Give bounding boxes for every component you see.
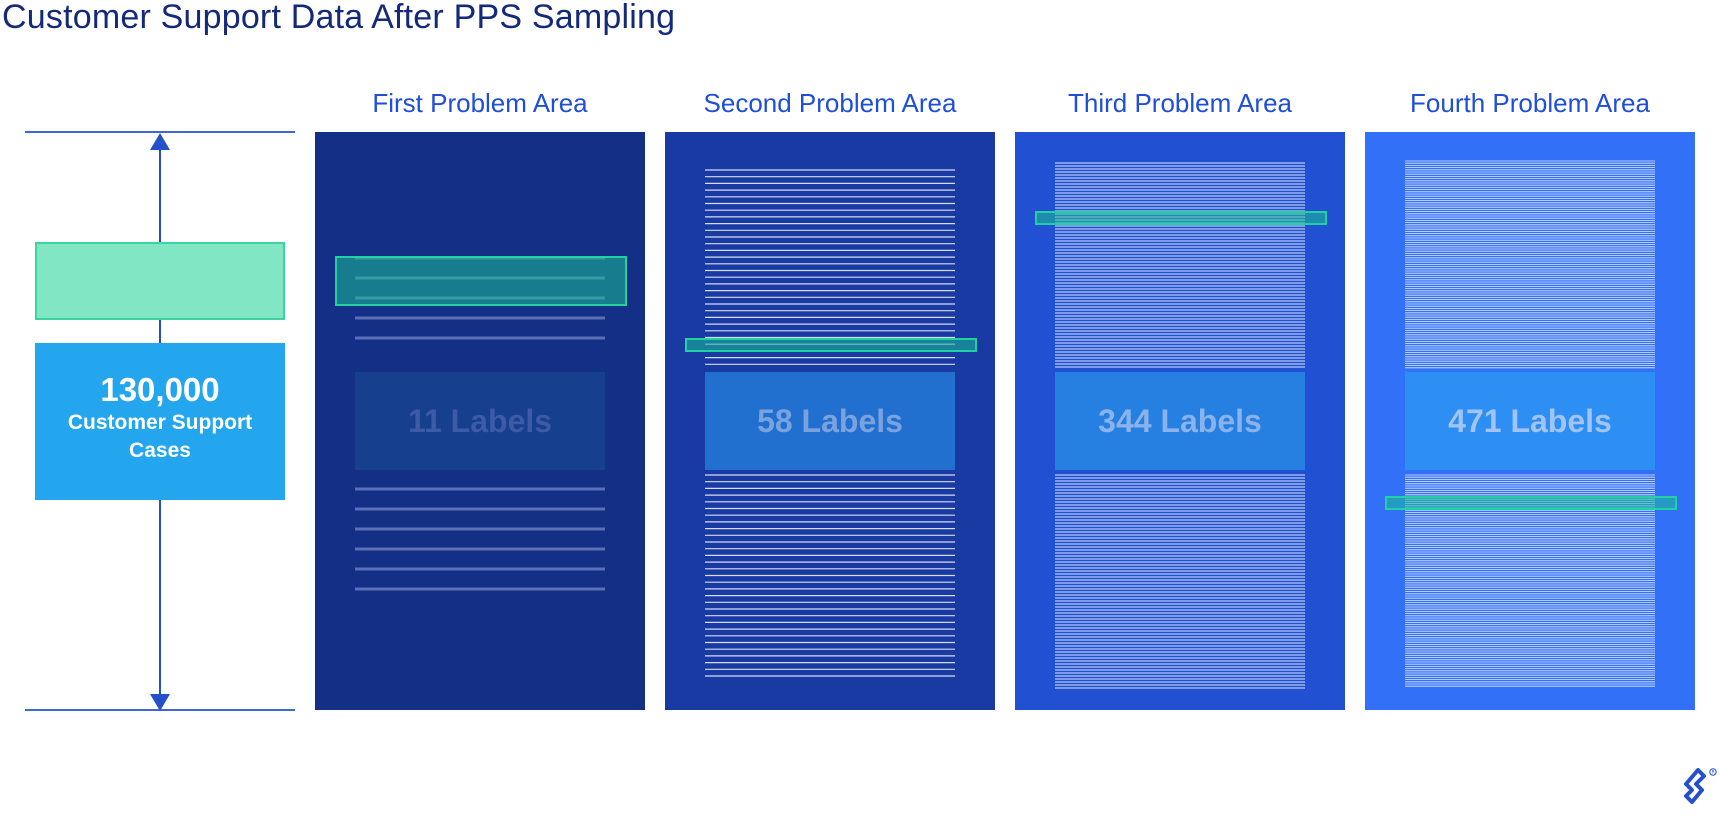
case-lines-second <box>705 169 955 677</box>
sample-highlight-third <box>1035 211 1327 225</box>
label-count-second: 58 Labels <box>757 402 903 439</box>
area-heading-fourth: Fourth Problem Area <box>1410 88 1650 118</box>
label-count-box-fourth: 471 Labels <box>1405 372 1655 470</box>
arrow-up-icon <box>150 133 170 150</box>
case-lines-fourth <box>1405 160 1655 687</box>
sample-highlight-first <box>335 256 627 306</box>
sample-box <box>35 242 285 320</box>
population-count: 130,000 <box>100 371 220 408</box>
toptal-logo-icon: R <box>1684 768 1717 804</box>
label-count-box-third: 344 Labels <box>1055 372 1305 470</box>
area-heading-second: Second Problem Area <box>703 88 957 118</box>
area-heading-third: Third Problem Area <box>1068 88 1292 118</box>
label-count-third: 344 Labels <box>1098 402 1262 439</box>
svg-text:R: R <box>1712 770 1715 776</box>
arrow-down-icon <box>150 694 170 711</box>
dimension-line-lower <box>159 499 161 695</box>
population-box: 130,000 Customer Support Cases <box>35 343 285 500</box>
problem-area-panel-third: 344 Labels <box>1015 132 1345 710</box>
label-count-box-first: 11 Labels <box>355 372 605 470</box>
label-count-box-second: 58 Labels <box>705 372 955 470</box>
case-lines-third <box>1055 162 1305 689</box>
label-count-first: 11 Labels <box>407 402 553 439</box>
population-label: Customer Support Cases <box>67 411 253 462</box>
area-heading-first: First Problem Area <box>372 88 588 118</box>
sample-highlight-second <box>685 338 977 352</box>
sample-highlight-fourth <box>1385 496 1677 510</box>
problem-area-panel-second: 58 Labels <box>665 132 995 710</box>
label-count-fourth: 471 Labels <box>1448 402 1612 439</box>
dimension-line-upper <box>159 148 161 243</box>
page-title: Customer Support Data After PPS Sampling <box>2 0 676 36</box>
dimension-line-middle <box>159 318 161 344</box>
problem-area-panel-first: 11 Labels <box>315 132 645 710</box>
population-top-line <box>25 131 295 133</box>
problem-area-panel-fourth: 471 Labels <box>1365 132 1695 710</box>
